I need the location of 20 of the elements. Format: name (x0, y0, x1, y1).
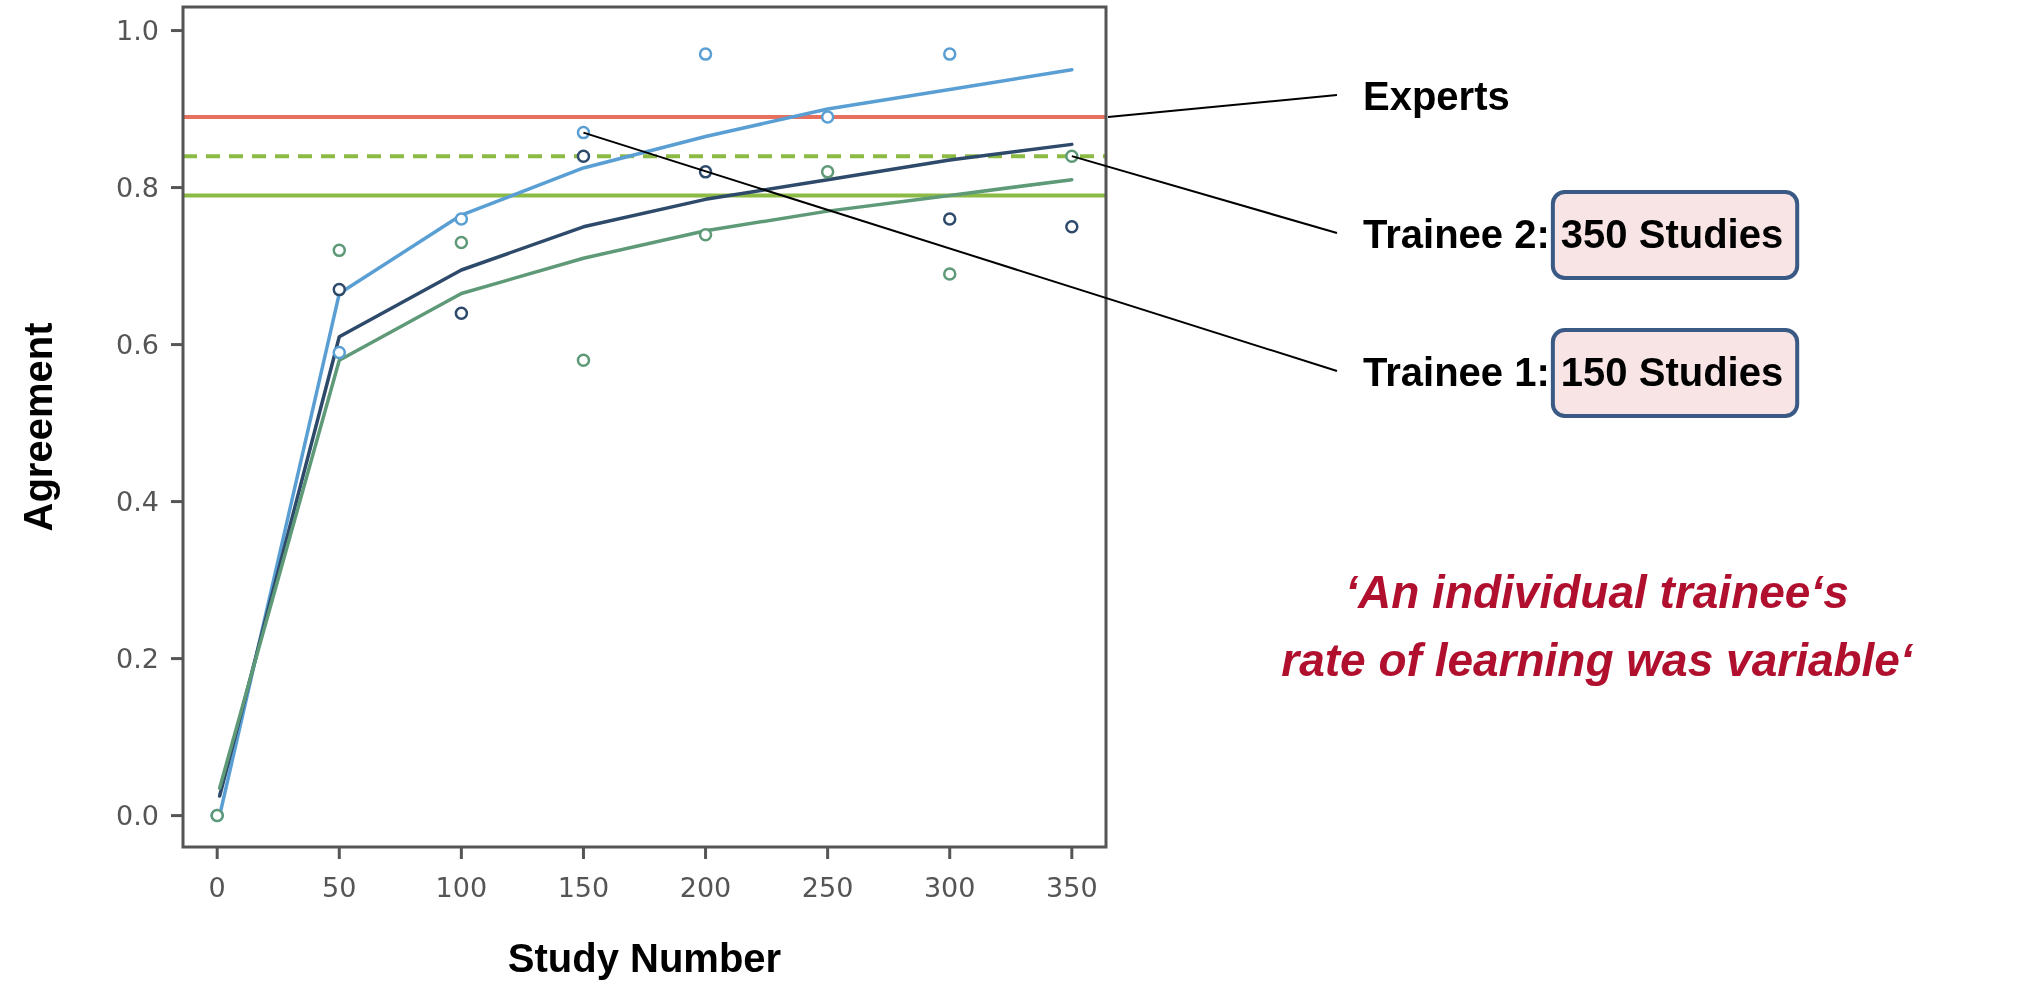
annotation: Trainee 1: 150 Studies (1363, 350, 1784, 394)
x-tick-label: 200 (679, 872, 732, 903)
text: ‘An individual trainee‘s rate of learning was variable‘ (1281, 566, 1914, 686)
x-tick-label: 50 (322, 872, 357, 903)
y-tick-label: 0.2 (116, 642, 159, 674)
y-tick-label: 0.0 (116, 799, 159, 831)
y-tick-label: 1.0 (116, 14, 159, 46)
x-tick-label: 0 (208, 872, 226, 903)
x-tick-label: 100 (435, 872, 488, 903)
x-axis-title: Study Number (507, 936, 782, 980)
annotation: Trainee 2: 350 Studies (1363, 212, 1784, 256)
x-tick-label: 350 (1046, 872, 1098, 903)
annotation: Experts (1363, 74, 1510, 118)
y-tick-label: 0.4 (116, 485, 159, 517)
x-tick-label: 300 (923, 872, 976, 903)
y-tick-label: 0.6 (116, 328, 159, 360)
y-axis-title: Agreement (16, 322, 60, 532)
x-tick-label: 150 (557, 872, 610, 903)
x-tick-label: 250 (801, 872, 854, 903)
y-tick-label: 0.8 (116, 171, 159, 203)
